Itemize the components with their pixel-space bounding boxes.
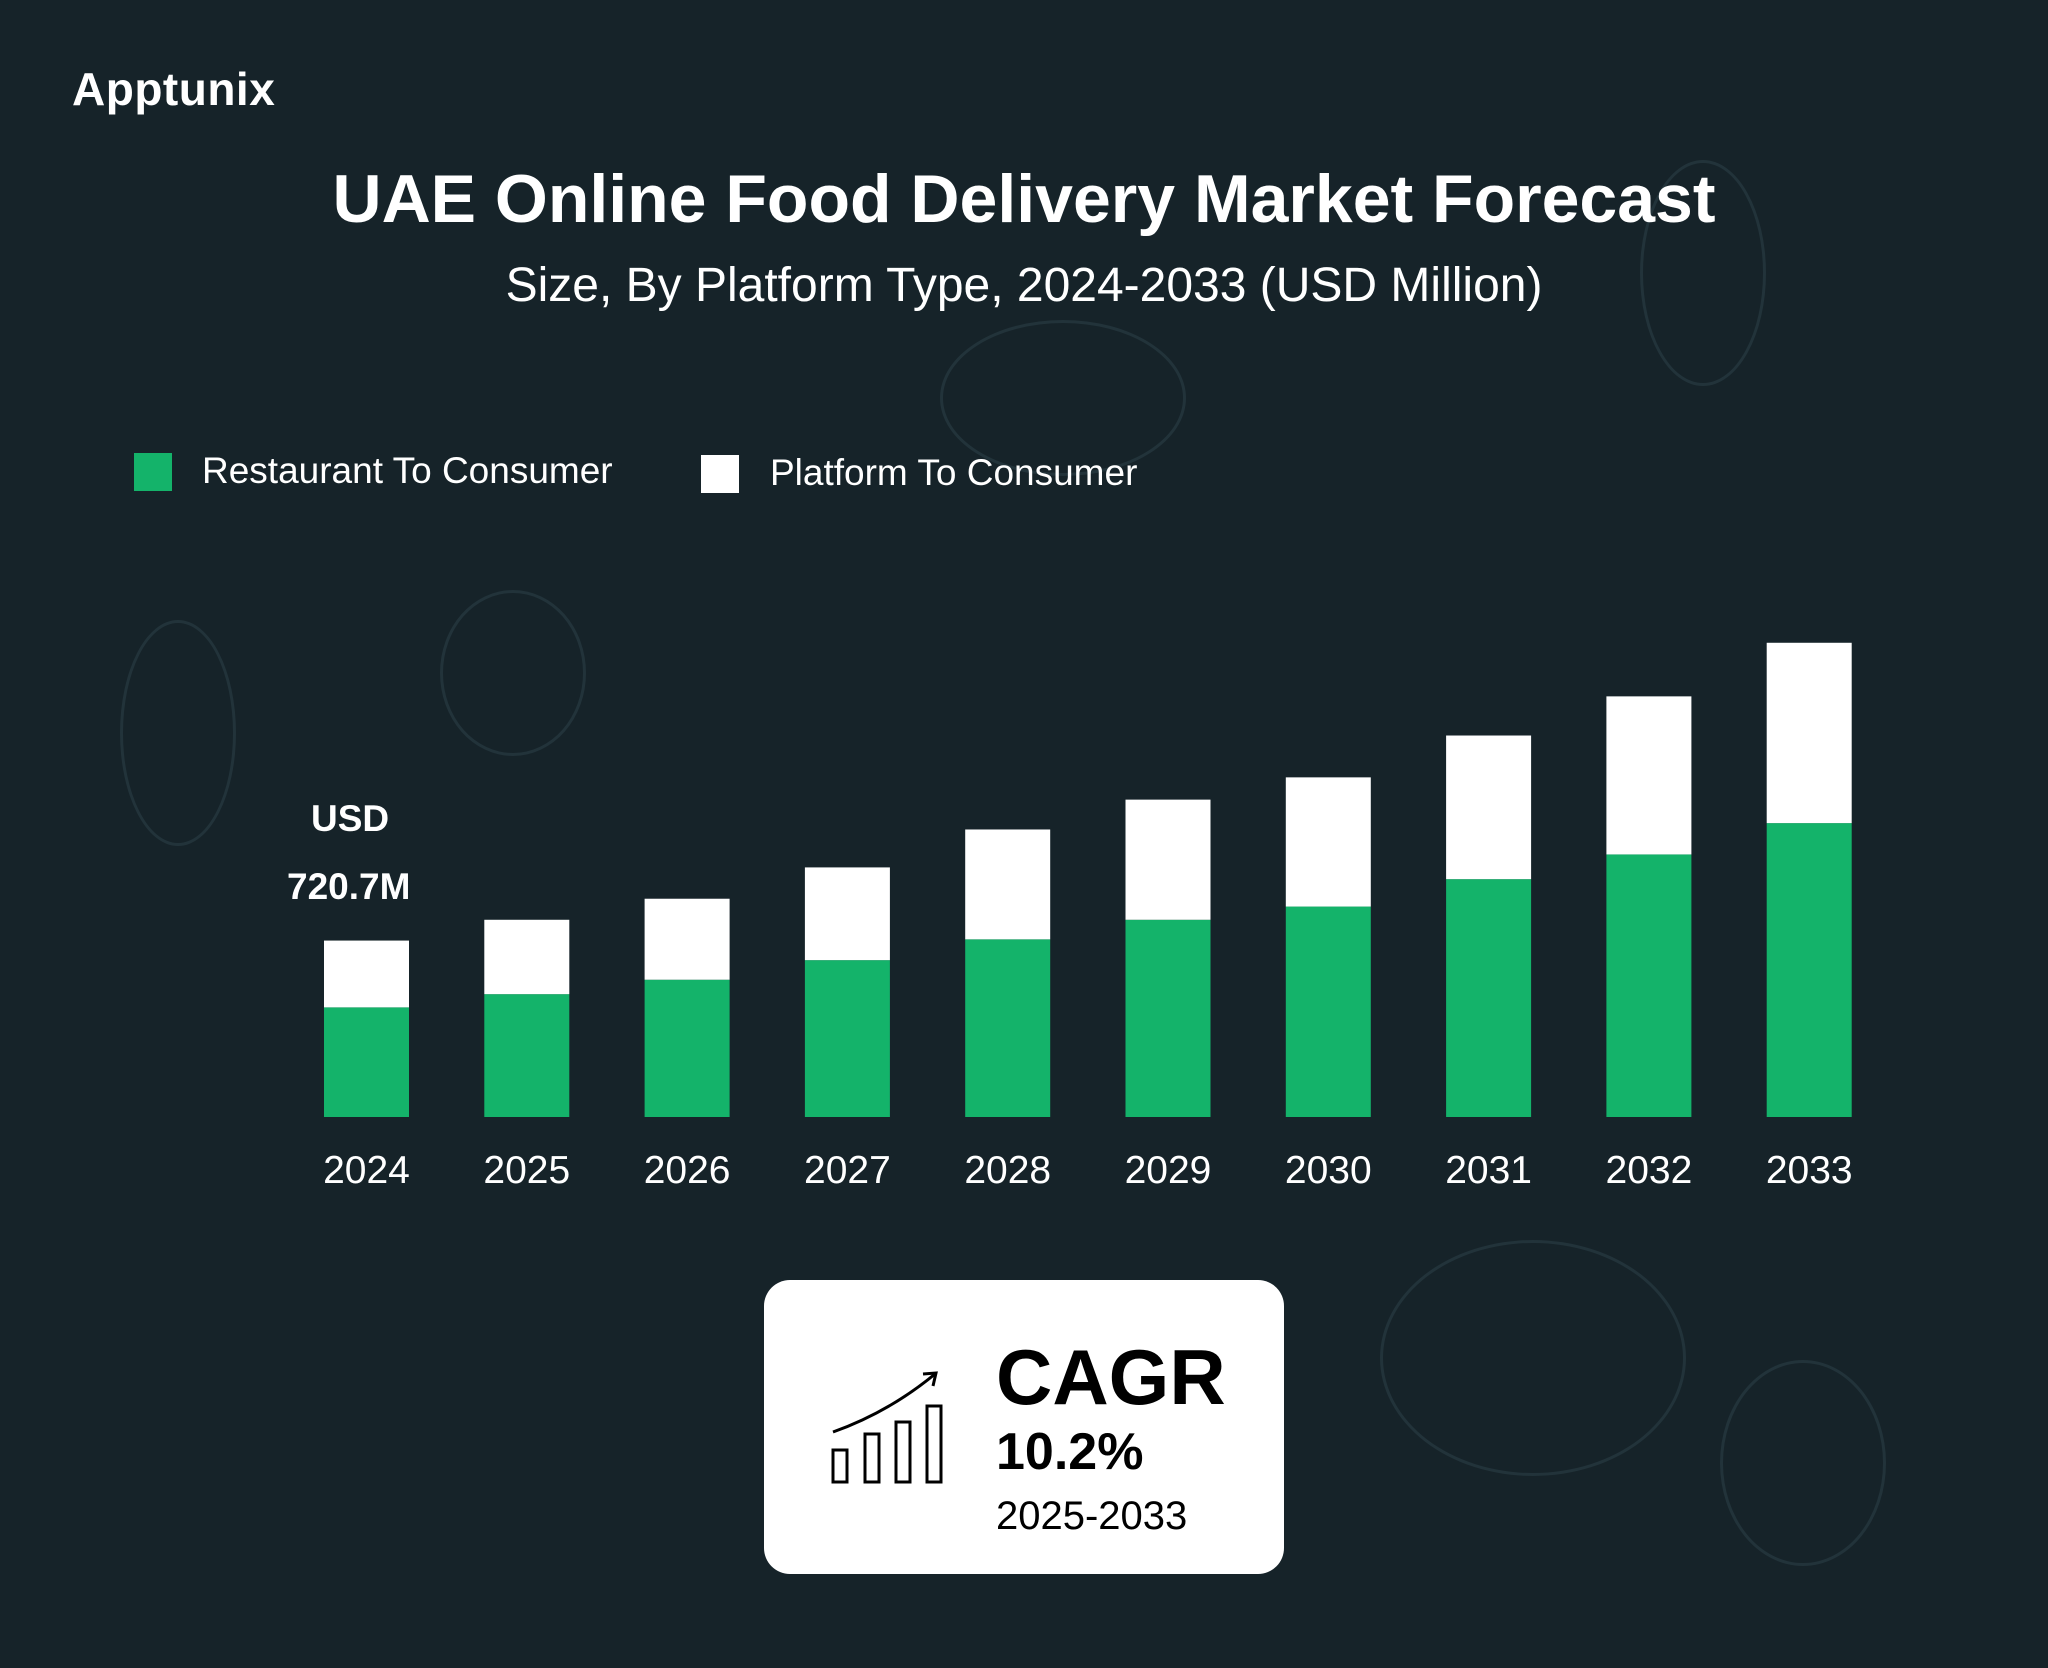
legend-swatch-platform (701, 455, 739, 493)
x-tick-label: 2025 (483, 1149, 570, 1192)
bar-platform-2027 (804, 867, 890, 961)
bar-platform-2033 (1766, 642, 1852, 824)
bar-platform-2025 (484, 919, 570, 995)
x-tick-label: 2024 (323, 1149, 410, 1192)
bar-restaurant-2027 (804, 960, 890, 1117)
x-tick-label: 2031 (1445, 1149, 1532, 1192)
bar-platform-2030 (1285, 777, 1371, 907)
bar-restaurant-2033 (1766, 823, 1852, 1117)
x-tick-label: 2030 (1285, 1149, 1372, 1192)
legend-swatch-restaurant (134, 453, 172, 491)
bar-platform-2024 (324, 940, 409, 1008)
bar-platform-2029 (1125, 799, 1211, 920)
bar-platform-2026 (644, 898, 730, 980)
annotation-currency: USD (311, 798, 390, 839)
bar-restaurant-2032 (1606, 854, 1692, 1117)
cagr-period: 2025-2033 (996, 1494, 1188, 1538)
bar-platform-2028 (965, 829, 1051, 940)
bar-restaurant-2026 (644, 979, 730, 1117)
bar-restaurant-2024 (324, 1007, 409, 1117)
bar-restaurant-2025 (484, 994, 570, 1117)
brand-logo: Apptunix (72, 63, 276, 115)
annotation-total-2024: 720.7M (287, 866, 411, 907)
x-tick-label: 2026 (644, 1149, 731, 1192)
chart-subtitle: Size, By Platform Type, 2024-2033 (USD M… (505, 259, 1543, 312)
bar-restaurant-2029 (1125, 919, 1211, 1117)
legend-label-platform: Platform To Consumer (770, 452, 1138, 493)
cagr-value: 10.2% (996, 1423, 1144, 1481)
bar-restaurant-2028 (965, 939, 1051, 1117)
x-tick-label: 2033 (1766, 1149, 1853, 1192)
bar-restaurant-2031 (1446, 879, 1532, 1117)
legend-label-restaurant: Restaurant To Consumer (202, 450, 613, 491)
bar-restaurant-2030 (1285, 906, 1371, 1117)
x-tick-label: 2032 (1606, 1149, 1693, 1192)
bar-platform-2031 (1446, 735, 1532, 880)
x-tick-label: 2029 (1125, 1149, 1212, 1192)
chart-title: UAE Online Food Delivery Market Forecast (332, 161, 1716, 237)
growth-chart-icon (831, 1371, 943, 1484)
cagr-label: CAGR (996, 1333, 1226, 1421)
x-tick-label: 2027 (804, 1149, 891, 1192)
x-tick-label: 2028 (964, 1149, 1051, 1192)
cagr-card: CAGR 10.2% 2025-2033 (764, 1280, 1284, 1574)
bar-platform-2032 (1606, 696, 1692, 855)
